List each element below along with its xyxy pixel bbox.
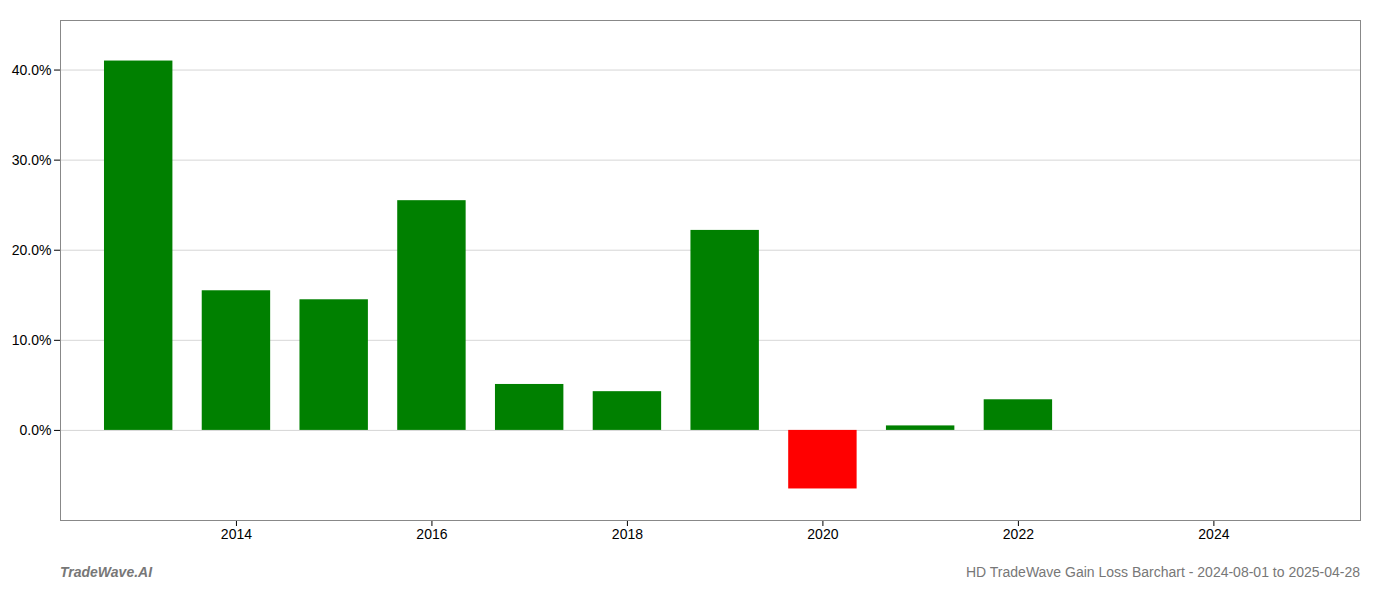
svg-text:2022: 2022 xyxy=(1003,526,1034,542)
svg-text:2020: 2020 xyxy=(807,526,838,542)
svg-text:2018: 2018 xyxy=(612,526,643,542)
html-text:HD TradeWave Gain Loss Barchar: HD TradeWave Gain Loss Barchart - 2024-0… xyxy=(966,564,1360,580)
svg-text:0.0%: 0.0% xyxy=(20,422,52,438)
svg-text:2014: 2014 xyxy=(221,526,252,542)
svg-text:20.0%: 20.0% xyxy=(12,242,52,258)
svg-text:40.0%: 40.0% xyxy=(12,62,52,78)
html-text:TradeWave.AI: TradeWave.AI xyxy=(60,564,153,580)
svg-text:10.0%: 10.0% xyxy=(12,332,52,348)
svg-text:30.0%: 30.0% xyxy=(12,152,52,168)
svg-text:2016: 2016 xyxy=(416,526,447,542)
svg-text:2024: 2024 xyxy=(1198,526,1229,542)
